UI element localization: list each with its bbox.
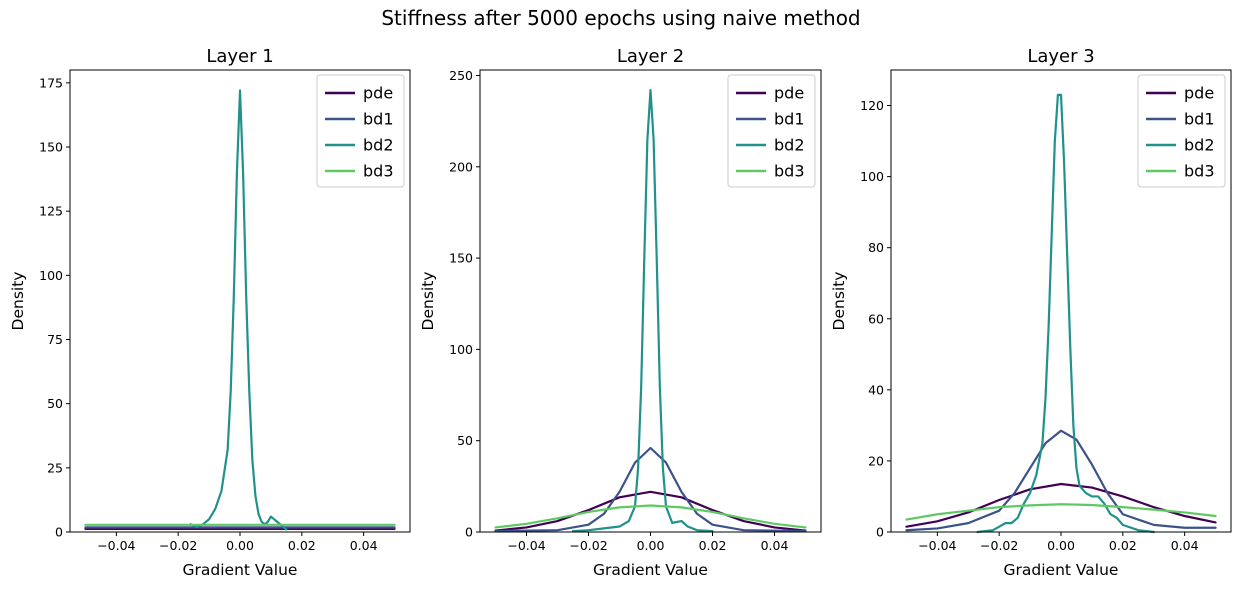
panel-2-title: Layer 2 — [617, 46, 684, 67]
panel-2-line-bd1 — [494, 446, 807, 533]
panel-3-xtick-label: 0.02 — [1109, 538, 1137, 553]
panel-2-ytick-label: 200 — [449, 159, 473, 174]
panel-1-ytick-label: 0 — [55, 525, 63, 540]
panel-1-xtick-label: 0.04 — [350, 538, 378, 553]
panel-3-xtick-label: 0.04 — [1171, 538, 1199, 553]
panel-1-xtick-label: 0.02 — [288, 538, 316, 553]
panel-3-ytick-label: 100 — [860, 169, 884, 184]
panel-3-legend-label-pde: pde — [1184, 84, 1214, 103]
panel-2-ytick-label: 250 — [449, 68, 473, 83]
panel-2-ytick-label: 50 — [457, 433, 473, 448]
panel-1-legend-label-pde: pde — [363, 84, 393, 103]
panel-1-ylabel: Density — [9, 272, 27, 331]
panel-1-line-bd2 — [189, 89, 288, 531]
panel-2-line-bd2 — [571, 88, 714, 533]
panel-1-xtick-label: −0.04 — [97, 538, 135, 553]
panel-2-line-bd3 — [494, 504, 807, 529]
panel-1-xtick-label: −0.02 — [159, 538, 197, 553]
panel-1-ytick-label: 75 — [47, 332, 63, 347]
panel-3-line-bd3 — [905, 503, 1217, 521]
panel-2-ylabel: Density — [419, 272, 437, 331]
panel-1-ytick-label: 50 — [47, 396, 63, 411]
panel-2-xlabel: Gradient Value — [593, 561, 708, 579]
panel-1-legend-label-bd2: bd2 — [363, 136, 394, 155]
panel-1-legend-label-bd3: bd3 — [363, 162, 394, 181]
panel-3-ylabel: Density — [830, 272, 848, 331]
panel-3-line-bd2 — [976, 93, 1155, 534]
panel-3-legend-label-bd2: bd2 — [1184, 136, 1215, 155]
panel-3-ytick-label: 60 — [868, 311, 884, 326]
panel-3-legend-label-bd3: bd3 — [1184, 162, 1215, 181]
panel-3-xtick-label: 0.00 — [1047, 538, 1075, 553]
panel-2-xtick-label: 0.00 — [637, 538, 665, 553]
panel-2-legend-label-bd1: bd1 — [774, 110, 805, 129]
panel-2-ytick-label: 150 — [449, 251, 473, 266]
panel-3-xtick-label: −0.04 — [918, 538, 956, 553]
panel-1-title: Layer 1 — [206, 46, 273, 67]
panel-2-xtick-label: 0.04 — [761, 538, 789, 553]
panel-2-legend-label-bd3: bd3 — [774, 162, 805, 181]
panel-3-legend-label-bd1: bd1 — [1184, 110, 1215, 129]
panel-2-xtick-label: 0.02 — [699, 538, 727, 553]
panel-1-ytick-label: 100 — [39, 268, 63, 283]
panel-1-xlabel: Gradient Value — [183, 561, 298, 579]
panel-1-ytick-label: 175 — [39, 75, 63, 90]
panel-3-ytick-label: 120 — [860, 98, 884, 113]
panel-3-title: Layer 3 — [1027, 46, 1094, 67]
panel-1-legend-label-bd1: bd1 — [363, 110, 394, 129]
panel-1-xtick-label: 0.00 — [226, 538, 254, 553]
panel-1-ytick-label: 25 — [47, 460, 63, 475]
panel-2-xtick-label: −0.04 — [507, 538, 545, 553]
figure-title: Stiffness after 5000 epochs using naive … — [381, 6, 861, 30]
panel-3-xlabel: Gradient Value — [1004, 561, 1119, 579]
panel-2-ytick-label: 0 — [465, 525, 473, 540]
panel-2-ytick-label: 100 — [449, 342, 473, 357]
panel-3-line-bd1 — [905, 429, 1217, 532]
panel-2-legend-label-bd2: bd2 — [774, 136, 805, 155]
panel-1-ytick-label: 125 — [39, 204, 63, 219]
panel-2-legend-box — [727, 74, 816, 188]
panel-2-line-pde — [494, 490, 807, 532]
panel-3-ytick-label: 20 — [868, 453, 884, 468]
panel-2-xtick-label: −0.02 — [569, 538, 607, 553]
panel-3-ytick-label: 40 — [868, 382, 884, 397]
panel-1-ytick-label: 150 — [39, 140, 63, 155]
panel-3-ytick-label: 80 — [868, 240, 884, 255]
panel-3-ytick-label: 0 — [876, 525, 884, 540]
panel-1-legend-box — [316, 74, 405, 188]
panel-3-legend-box — [1137, 74, 1226, 188]
panel-2-legend-label-pde: pde — [774, 84, 804, 103]
panel-3-xtick-label: −0.02 — [980, 538, 1018, 553]
